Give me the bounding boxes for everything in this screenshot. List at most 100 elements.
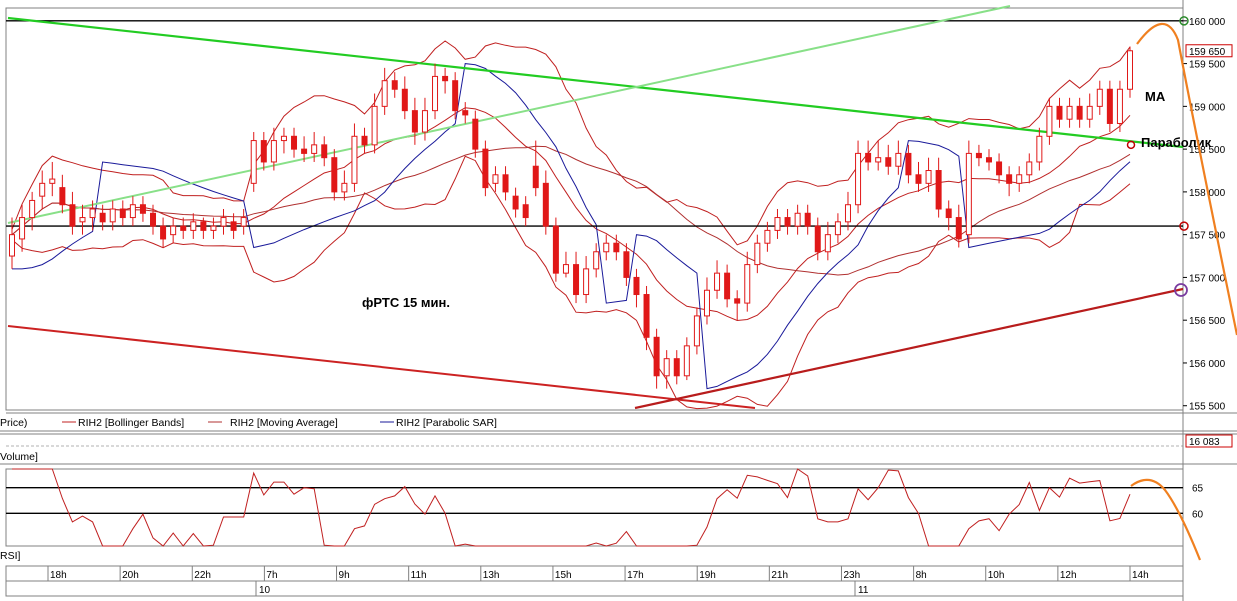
time-tick-label: 23h (843, 570, 860, 581)
candle-body (472, 118, 479, 150)
candle-body (975, 152, 982, 159)
candle-body (734, 298, 741, 304)
candle-body (703, 289, 710, 317)
rsi-line (12, 468, 1131, 547)
candle-body (19, 217, 26, 240)
candle-body (321, 144, 328, 159)
candle-body (925, 170, 932, 184)
candle-body (714, 272, 721, 291)
legend-parabolic-sar: RIH2 [Parabolic SAR] (396, 417, 497, 429)
legend-price: Price) (0, 417, 27, 429)
candle-body (200, 221, 207, 231)
candle-body (693, 315, 700, 347)
candle-body (1066, 105, 1073, 120)
candle-body (99, 212, 106, 223)
candle-body (603, 242, 610, 253)
candle-body (432, 75, 439, 112)
uptrend-line-red (634, 287, 1184, 410)
level-marker (1179, 221, 1189, 231)
candle-body (442, 75, 449, 82)
sar-marker (1126, 140, 1136, 150)
rsi-tick-label: 60 (1192, 509, 1204, 520)
candle-body (482, 148, 489, 189)
price-tick-label: 158 500 (1189, 145, 1226, 156)
candle-body (955, 217, 962, 240)
candle-body (754, 242, 761, 266)
date-label: 10 (259, 585, 271, 596)
candle-body (1036, 135, 1043, 163)
candle-body (411, 110, 418, 133)
candle-body (119, 208, 126, 219)
candle-body (1016, 174, 1023, 184)
candle-body (885, 157, 892, 167)
candle-body (210, 225, 217, 231)
candle-body (562, 264, 569, 274)
candle-body (1046, 105, 1053, 137)
time-tick-label: 9h (339, 570, 350, 581)
candle-body (552, 225, 559, 274)
candle-body (623, 251, 630, 278)
rsi-tick-label: 65 (1192, 484, 1204, 495)
candle-body (593, 251, 600, 270)
candle-body (583, 268, 590, 296)
price-tick-label: 156 000 (1189, 359, 1226, 370)
candle-body (573, 264, 580, 296)
candle-body (744, 264, 751, 304)
candle-body (291, 135, 298, 150)
candle-body (230, 221, 237, 231)
bollinger-middle-band (11, 107, 1131, 322)
legend-bollinger: RIH2 [Bollinger Bands] (78, 417, 184, 429)
candle-body (129, 204, 136, 219)
candle-body (804, 212, 811, 227)
candle-body (139, 204, 146, 214)
candle-body (260, 140, 267, 163)
price-tick-label: 156 500 (1189, 316, 1226, 327)
time-tick-label: 15h (555, 570, 572, 581)
candle-body (1096, 88, 1103, 107)
candle-body (764, 229, 771, 244)
candle-body (683, 345, 690, 377)
level-marker (1179, 16, 1189, 26)
line-end-marker (1174, 283, 1188, 297)
candle-body (613, 242, 620, 253)
candle-body (9, 234, 15, 257)
bollinger-lower-band (11, 155, 1131, 410)
last-price-box (1185, 44, 1233, 58)
candle-body (250, 140, 257, 184)
time-tick-label: 12h (1060, 570, 1077, 581)
date-label: 11 (858, 585, 869, 596)
candle-body (401, 88, 408, 112)
price-tick-label: 159 000 (1189, 102, 1226, 113)
forecast-arrow-price (1136, 22, 1237, 336)
time-tick-label: 19h (699, 570, 716, 581)
candle-body (39, 182, 46, 197)
candle-body (1026, 161, 1033, 176)
price-tick-label: 159 500 (1189, 60, 1226, 71)
uptrend-line-lightgreen (7, 5, 1011, 224)
candle-body (1006, 174, 1013, 184)
candle-body (29, 199, 36, 219)
time-tick-label: 17h (627, 570, 644, 581)
candle-body (653, 336, 660, 377)
annotation-parabolic: Параболик (1141, 135, 1212, 150)
candle-body (875, 157, 882, 163)
time-tick-label: 11h (411, 570, 427, 581)
candle-body (301, 148, 308, 154)
candle-body (1106, 88, 1113, 124)
candle-body (774, 217, 781, 231)
candle-body (371, 105, 378, 146)
candle-body (935, 170, 942, 210)
candle-body (49, 178, 56, 184)
candle-body (331, 157, 338, 193)
candle-body (965, 152, 972, 236)
time-tick-label: 22h (194, 570, 211, 581)
candle-body (673, 358, 680, 377)
candle-body (109, 208, 116, 223)
annotation-ma: MA (1145, 89, 1166, 104)
candle-body (784, 217, 791, 227)
time-tick-label: 20h (122, 570, 139, 581)
candle-body (1076, 105, 1083, 120)
candle-body (915, 174, 922, 184)
candle-body (855, 152, 862, 206)
